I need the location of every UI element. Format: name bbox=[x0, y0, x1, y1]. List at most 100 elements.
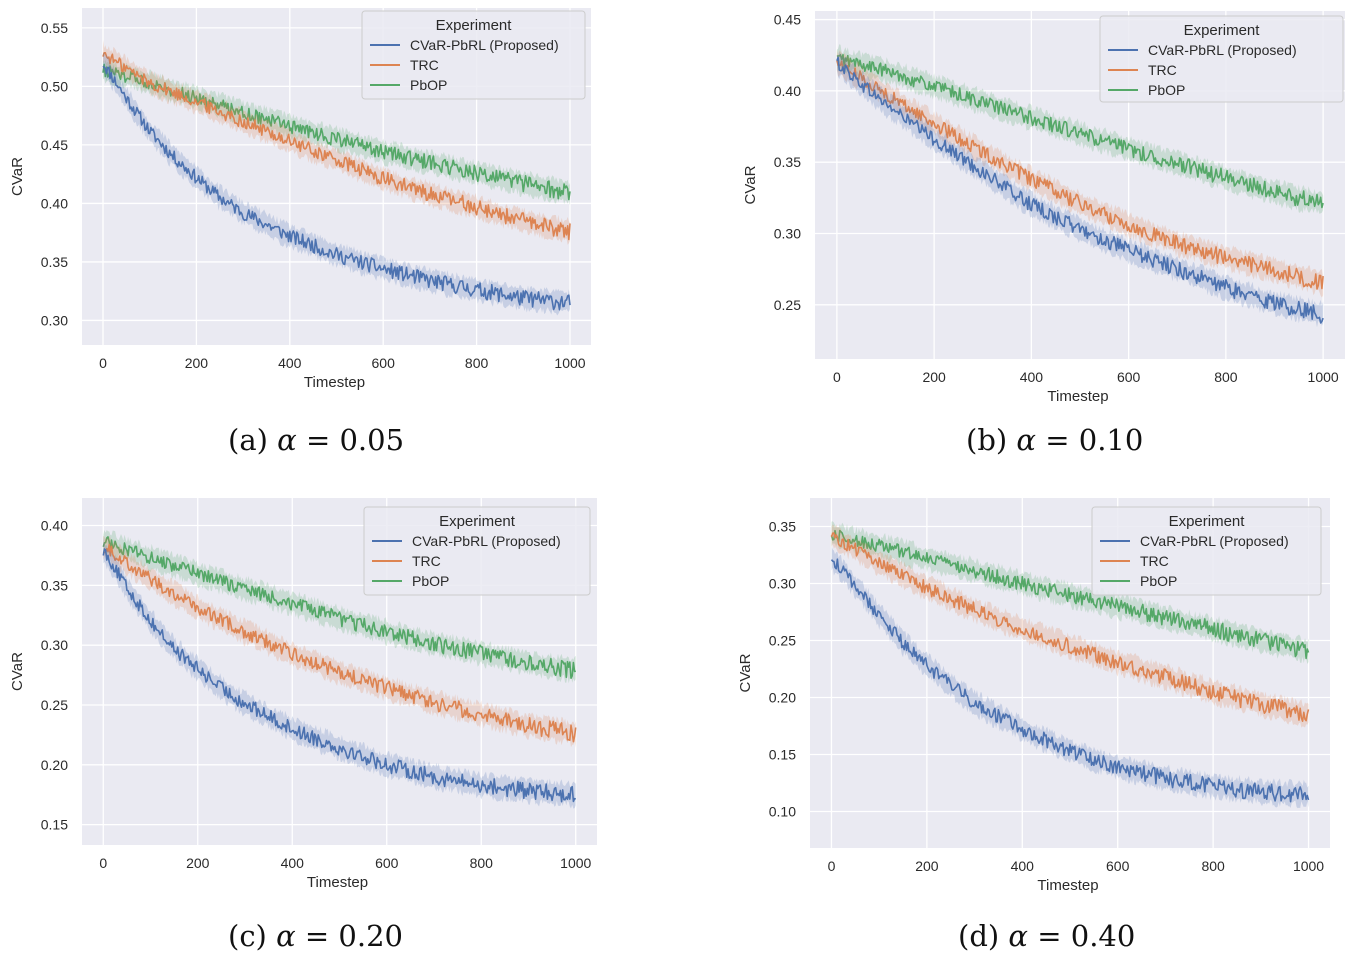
legend-b: Experiment CVaR-PbRL (Proposed) TRC PbOP bbox=[1099, 15, 1344, 103]
legend-box bbox=[363, 506, 591, 596]
x-axis-label: Timestep bbox=[307, 874, 368, 891]
series-band-c-0 bbox=[103, 535, 576, 809]
y-tick-label: 0.15 bbox=[41, 817, 68, 833]
series-line-c-1 bbox=[102, 543, 577, 743]
y-tick-label: 0.25 bbox=[769, 633, 796, 649]
series-band-b-0 bbox=[836, 51, 1324, 328]
legend-c: Experiment CVaR-PbRL (Proposed) TRC PbOP bbox=[363, 506, 591, 596]
x-tick-label: 600 bbox=[375, 855, 399, 871]
y-tick-label: 0.15 bbox=[769, 747, 796, 763]
series-line-c-0 bbox=[102, 548, 577, 803]
caption-b-prefix: (b) bbox=[966, 423, 1008, 457]
chart-b-svg: 0 200 400 600 800 1000 0.25 0.30 0.35 0.40 0.45 Tim… bbox=[742, 11, 1345, 405]
x-tick-label: 1000 bbox=[554, 355, 585, 371]
x-tick-label: 400 bbox=[281, 855, 305, 871]
x-tick-label: 800 bbox=[1214, 369, 1238, 385]
legend-entry: PbOP bbox=[412, 573, 449, 589]
x-tick-label: 400 bbox=[1011, 858, 1035, 874]
caption-b-value: = 0.10 bbox=[1045, 423, 1144, 457]
legend-entry: TRC bbox=[412, 553, 441, 569]
series-line-d-2 bbox=[830, 529, 1310, 660]
series-band-d-0 bbox=[831, 546, 1309, 809]
series-band-a-0 bbox=[103, 52, 570, 316]
y-axis-label: CVaR bbox=[737, 653, 754, 692]
y-tick-label: 0.30 bbox=[41, 312, 68, 328]
x-tick-label: 600 bbox=[1106, 858, 1130, 874]
series-line-b-0 bbox=[836, 56, 1324, 324]
x-tick-label: 800 bbox=[1201, 858, 1225, 874]
x-tick-label: 600 bbox=[372, 355, 396, 371]
caption-d-alpha: α bbox=[1008, 919, 1029, 953]
legend-title: Experiment bbox=[436, 17, 513, 34]
series-line-d-0 bbox=[830, 558, 1310, 803]
caption-c-value: = 0.20 bbox=[304, 919, 403, 953]
legend-title: Experiment bbox=[439, 513, 516, 530]
y-tick-label: 0.35 bbox=[774, 154, 801, 170]
x-tick-label: 0 bbox=[833, 369, 841, 385]
y-tick-label: 0.40 bbox=[774, 83, 801, 99]
caption-c-prefix: (c) bbox=[228, 919, 267, 953]
chart-d-svg: 0 200 400 600 800 1000 0.10 0.15 0.20 0.25 0.30 0.3… bbox=[737, 498, 1330, 894]
chart-a-svg: 0 200 400 600 800 1000 0.30 0.35 0.40 0.45 0.50 0.5… bbox=[9, 8, 591, 391]
caption-b: (b) α = 0.10 bbox=[966, 423, 1143, 457]
series-band-a-1 bbox=[103, 39, 570, 245]
x-tick-label: 1000 bbox=[1293, 858, 1324, 874]
x-tick-label: 400 bbox=[278, 355, 302, 371]
legend-entry: CVaR-PbRL (Proposed) bbox=[412, 533, 561, 549]
series-line-b-1 bbox=[836, 60, 1324, 290]
caption-b-alpha: α bbox=[1016, 423, 1037, 457]
legend-entry: TRC bbox=[410, 57, 439, 73]
chart-panel-d: 0 200 400 600 800 1000 0.10 0.15 0.20 0.25 0.30 0.3… bbox=[682, 476, 1364, 953]
series-line-d-1 bbox=[830, 532, 1310, 722]
x-tick-label: 1000 bbox=[1308, 369, 1339, 385]
legend-entry: PbOP bbox=[410, 77, 447, 93]
legend-a: Experiment CVaR-PbRL (Proposed) TRC PbOP bbox=[361, 10, 586, 100]
caption-c-alpha: α bbox=[276, 919, 296, 953]
legend-box bbox=[1099, 15, 1344, 103]
y-tick-label: 0.55 bbox=[41, 20, 68, 36]
y-tick-label: 0.35 bbox=[41, 254, 68, 270]
series-line-a-1 bbox=[102, 52, 571, 241]
x-tick-label: 200 bbox=[186, 855, 210, 871]
series-line-c-2 bbox=[102, 536, 577, 679]
chart-panel-a: 0 200 400 600 800 1000 0.30 0.35 0.40 0.45 0.50 0.5… bbox=[0, 0, 682, 476]
y-tick-label: 0.50 bbox=[41, 78, 68, 94]
x-tick-label: 1000 bbox=[560, 855, 591, 871]
y-tick-label: 0.10 bbox=[769, 804, 796, 820]
y-tick-label: 0.25 bbox=[774, 297, 801, 313]
caption-a-alpha: α bbox=[277, 423, 297, 457]
legend-d: Experiment CVaR-PbRL (Proposed) TRC PbOP bbox=[1091, 506, 1322, 596]
y-tick-label: 0.35 bbox=[41, 577, 68, 593]
x-tick-label: 800 bbox=[465, 355, 489, 371]
x-axis-label: Timestep bbox=[1047, 388, 1108, 405]
series-band-c-1 bbox=[103, 535, 576, 748]
caption-d-value: = 0.40 bbox=[1037, 919, 1136, 953]
legend-entry: PbOP bbox=[1148, 82, 1185, 98]
legend-box bbox=[361, 10, 586, 100]
legend-title: Experiment bbox=[1169, 513, 1246, 530]
x-tick-label: 0 bbox=[99, 855, 107, 871]
x-axis-label: Timestep bbox=[1037, 877, 1098, 894]
caption-a-prefix: (a) bbox=[228, 423, 268, 457]
chart-panel-c: 0 200 400 600 800 1000 0.15 0.20 0.25 0.30 0.35 0.4… bbox=[0, 476, 682, 953]
caption-d-prefix: (d) bbox=[958, 919, 1000, 953]
x-tick-label: 400 bbox=[1020, 369, 1044, 385]
legend-entry: TRC bbox=[1148, 62, 1177, 78]
y-tick-label: 0.40 bbox=[41, 518, 68, 534]
x-axis-label: Timestep bbox=[304, 374, 365, 391]
x-tick-label: 200 bbox=[915, 858, 939, 874]
series-line-a-0 bbox=[102, 65, 571, 311]
caption-a: (a) α = 0.05 bbox=[228, 423, 404, 457]
legend-title: Experiment bbox=[1184, 22, 1261, 39]
y-tick-label: 0.30 bbox=[774, 225, 801, 241]
x-tick-label: 0 bbox=[828, 858, 836, 874]
x-tick-label: 600 bbox=[1117, 369, 1141, 385]
x-tick-label: 0 bbox=[99, 355, 107, 371]
y-tick-label: 0.40 bbox=[41, 195, 68, 211]
y-tick-label: 0.45 bbox=[774, 12, 801, 28]
legend-box bbox=[1091, 506, 1322, 596]
y-tick-label: 0.35 bbox=[769, 519, 796, 535]
caption-a-value: = 0.05 bbox=[305, 423, 405, 457]
y-tick-label: 0.45 bbox=[41, 137, 68, 153]
chart-panel-b: 0 200 400 600 800 1000 0.25 0.30 0.35 0.40 0.45 Tim… bbox=[682, 0, 1364, 476]
